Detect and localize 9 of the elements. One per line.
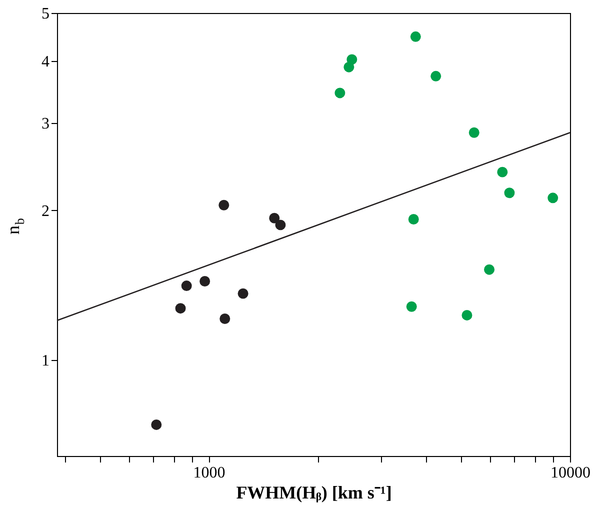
x-tick-label: 10000 [550, 464, 590, 482]
y-axis-title: nb [3, 218, 27, 234]
y-tick-label: 4 [42, 54, 50, 71]
y-tick-label: 3 [42, 116, 50, 133]
y-tick-label: 1 [42, 352, 50, 370]
x-axis-title: FWHM(Hᵦ) [km s⁻¹] [236, 482, 392, 502]
x-tick-label: 1000 [193, 464, 226, 482]
y-tick-label: 2 [42, 202, 50, 220]
y-tick-label: 5 [42, 6, 50, 22]
